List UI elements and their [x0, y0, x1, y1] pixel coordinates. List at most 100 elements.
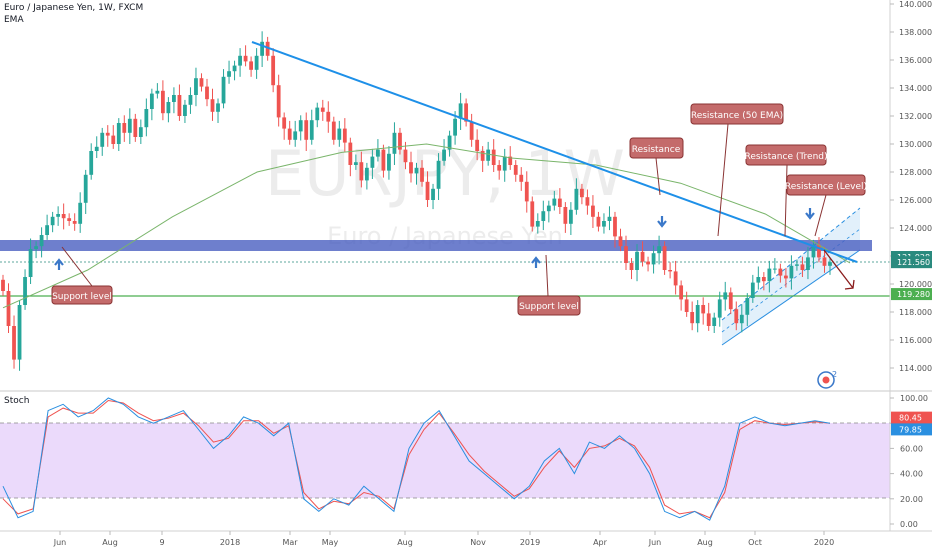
candle	[795, 259, 799, 271]
candle	[282, 112, 287, 140]
candle	[761, 272, 766, 291]
candle	[756, 266, 761, 290]
callout-label: Resistance (50 EMA)	[691, 111, 783, 121]
candle	[772, 258, 777, 274]
candle	[149, 88, 154, 121]
price-tick-label: 120.000	[899, 280, 932, 289]
candle	[431, 183, 435, 210]
candle	[232, 60, 237, 81]
price-axis[interactable]: 140.000 138.000 136.000 134.000 132.000 130.0…	[890, 0, 932, 373]
candle	[304, 112, 309, 151]
candle	[458, 92, 463, 130]
candle	[420, 160, 424, 187]
candle	[260, 31, 265, 67]
callout-resistance-level[interactable]: Resistance (Level)	[785, 174, 867, 237]
candle	[436, 153, 441, 200]
candle	[100, 127, 105, 156]
candle	[662, 241, 667, 275]
candle	[745, 293, 750, 326]
svg-text:79.85: 79.85	[899, 425, 922, 434]
candle	[739, 304, 744, 333]
time-axis[interactable]: Jun Aug 9 2018 Mar May Aug Nov 2019 Apr Jun Aug Oct 2…	[53, 531, 834, 547]
stoch-overbought-band	[0, 423, 890, 498]
svg-text:121.560: 121.560	[897, 258, 930, 267]
price-tick-label: 138.000	[899, 28, 932, 37]
time-tick-label: 2020	[814, 538, 834, 547]
price-tick-label: 126.000	[899, 196, 932, 205]
candle	[155, 83, 160, 99]
price-badge: 121.560	[891, 256, 932, 269]
stoch-tick-label: 20.00	[900, 495, 923, 504]
candle	[133, 113, 138, 142]
candle	[166, 97, 171, 123]
time-tick-label: Mar	[282, 538, 298, 547]
candle	[585, 189, 590, 215]
price-tick-label: 118.000	[899, 308, 932, 317]
candle	[552, 190, 557, 211]
candle	[105, 125, 110, 147]
candle	[817, 237, 821, 263]
stoch-tick-label: 0.00	[900, 520, 918, 529]
tradingview-logo-icon[interactable]: 2	[817, 370, 837, 389]
candle	[364, 162, 369, 190]
candle	[613, 211, 617, 248]
watermark-symbol: EURJPY, 1W	[265, 137, 625, 210]
callout-support-level-1[interactable]: Support level	[51, 246, 113, 305]
candle	[249, 56, 253, 77]
candle	[750, 274, 755, 303]
callout-resistance-ema[interactable]: Resistance (50 EMA)	[690, 103, 784, 237]
candle	[723, 281, 728, 311]
candle	[238, 48, 242, 77]
projection-arrow	[823, 249, 855, 290]
candle	[326, 101, 331, 133]
candle	[6, 283, 11, 333]
candle	[370, 148, 375, 179]
candle	[668, 262, 673, 279]
candle	[464, 98, 469, 127]
candle	[331, 116, 336, 145]
candle	[254, 48, 259, 79]
price-tick-label: 140.000	[899, 0, 932, 9]
candle	[298, 115, 303, 141]
stoch-title: Stoch	[4, 396, 30, 406]
callout-resistance[interactable]: Resistance	[629, 137, 684, 196]
trend-line[interactable]	[251, 41, 858, 263]
candle	[276, 74, 281, 127]
callout-support-level-2[interactable]: Support level	[517, 254, 581, 316]
arrow-down-icon	[657, 216, 667, 228]
price-badge: 119.280	[891, 288, 932, 301]
price-tick-label: 128.000	[899, 168, 932, 177]
candle	[138, 119, 143, 144]
candle	[657, 235, 661, 265]
candle	[144, 98, 149, 137]
arrow-up-icon	[531, 256, 541, 268]
callout-label: Support level	[52, 292, 112, 302]
candle	[160, 80, 165, 121]
candle	[546, 200, 551, 223]
candle	[574, 178, 579, 215]
candle	[607, 206, 612, 231]
candle	[425, 171, 430, 207]
candle	[381, 144, 386, 178]
candle	[89, 143, 94, 180]
candle	[673, 260, 678, 295]
candle	[122, 115, 127, 142]
time-tick-label: 2018	[220, 538, 240, 547]
candle	[701, 297, 706, 325]
candle	[828, 257, 832, 275]
chart-title: Euro / Japanese Yen, 1W, FXCM	[4, 3, 144, 13]
candle	[111, 125, 116, 149]
candle	[342, 118, 347, 152]
svg-text:2: 2	[832, 370, 837, 379]
price-tick-label: 116.000	[899, 336, 932, 345]
callout-resistance-trend[interactable]: Resistance (Trend)	[744, 144, 828, 237]
stoch-tick-label: 100.00	[900, 394, 928, 403]
arrow-down-icon	[805, 208, 815, 220]
indicator-label: EMA	[4, 15, 24, 25]
time-tick-label: Apr	[593, 538, 608, 547]
candle	[227, 60, 231, 84]
candle	[287, 120, 292, 145]
callout-label: Resistance (Level)	[785, 182, 867, 192]
candle	[17, 300, 22, 371]
